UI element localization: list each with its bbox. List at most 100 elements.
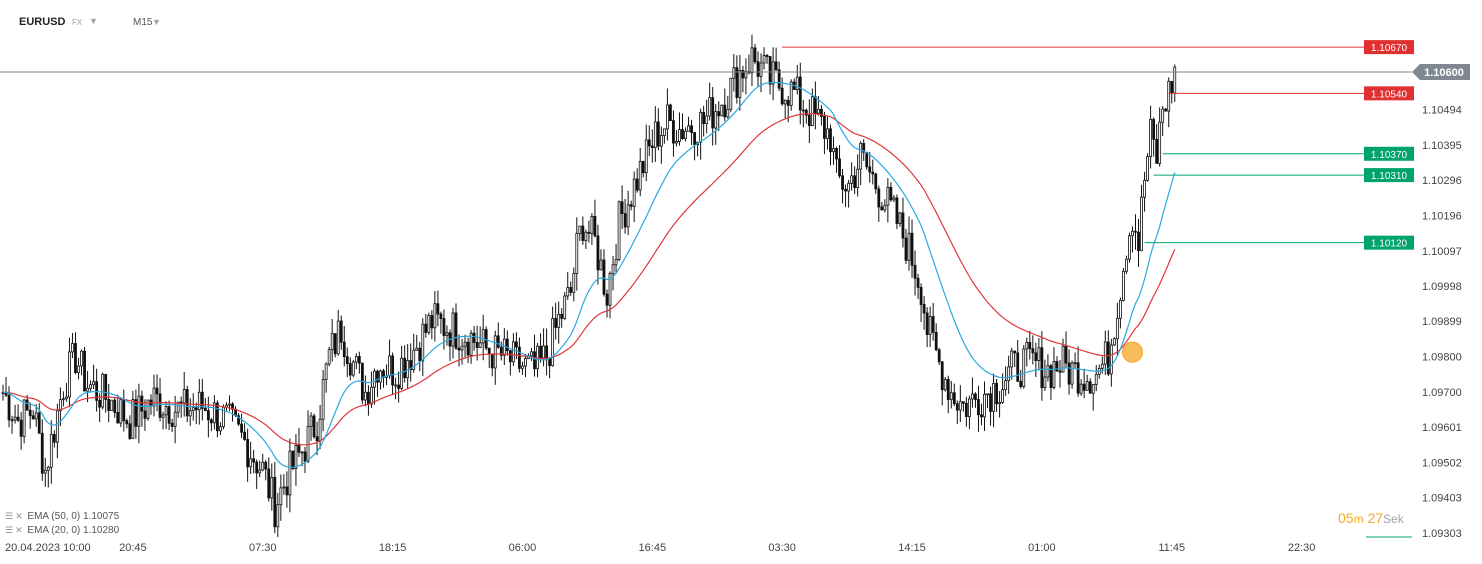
candle — [986, 393, 989, 409]
candle — [895, 194, 899, 230]
price-level-tag[interactable] — [1364, 235, 1414, 250]
price-level-tag[interactable] — [1364, 86, 1414, 101]
current-price-tag — [1412, 64, 1470, 80]
timeframe-selector[interactable]: M15 — [133, 17, 153, 28]
close-icon[interactable]: ✕ — [15, 511, 23, 521]
candle — [1007, 355, 1011, 394]
candle — [1161, 106, 1165, 137]
y-tick-label: 1.09601 — [1422, 422, 1462, 434]
candle — [964, 396, 968, 427]
x-tick-label: 20.04.2023 10:00 — [5, 542, 91, 554]
candle — [977, 385, 980, 432]
price-level-tag[interactable] — [1364, 40, 1414, 55]
candle — [521, 361, 524, 375]
close-icon[interactable]: ✕ — [15, 525, 23, 535]
candle — [37, 403, 41, 434]
candle — [844, 184, 847, 208]
candle — [68, 337, 71, 408]
candle — [669, 103, 672, 122]
candle — [342, 326, 346, 367]
candle — [726, 95, 730, 119]
candle — [741, 65, 745, 93]
candle — [961, 401, 965, 412]
candle — [403, 345, 407, 383]
candle — [569, 281, 573, 296]
x-axis: 20.04.2023 10:00 20:45 07:30 18:15 06:00 16:4… — [5, 542, 1315, 554]
candle — [1091, 383, 1095, 411]
candle — [687, 116, 690, 132]
candle — [276, 492, 280, 538]
price-level-tag[interactable] — [1364, 146, 1414, 161]
candle — [847, 179, 850, 208]
timeframe-dropdown-icon[interactable]: ▼ — [152, 17, 161, 27]
candle — [955, 400, 959, 425]
candle — [1064, 331, 1068, 369]
candle — [104, 373, 108, 413]
legend-ema50[interactable]: ☰ ✕ EMA (50, 0) 1.10075 — [5, 511, 119, 522]
y-tick-label: 1.10494 — [1422, 105, 1462, 117]
menu-icon[interactable]: ☰ — [5, 525, 14, 535]
candle — [1022, 345, 1026, 389]
candle — [859, 141, 863, 186]
candle — [1155, 124, 1159, 164]
price-level-tag[interactable] — [1364, 168, 1414, 183]
candle — [596, 224, 600, 285]
candle — [949, 380, 953, 409]
candle — [980, 403, 983, 426]
candle — [533, 334, 536, 377]
candle — [373, 368, 376, 405]
candle — [807, 99, 811, 144]
candle — [363, 375, 367, 407]
candle — [629, 200, 633, 211]
candle — [131, 390, 135, 439]
candle — [762, 47, 766, 70]
candle — [249, 441, 253, 474]
candle — [240, 413, 243, 439]
candle — [448, 329, 452, 361]
candle — [1040, 331, 1044, 401]
ema20-line — [2, 81, 1176, 468]
candle — [841, 168, 844, 204]
candle — [113, 396, 117, 418]
candle — [835, 146, 838, 173]
candle — [167, 400, 171, 431]
candle — [684, 127, 687, 142]
candle — [348, 357, 352, 381]
price-level-label: 1.10370 — [1371, 150, 1408, 161]
candle — [279, 474, 283, 521]
market-dropdown-icon[interactable]: ▼ — [89, 16, 98, 26]
candle — [771, 47, 775, 101]
candle — [460, 338, 464, 365]
candle — [472, 325, 476, 351]
candle — [587, 220, 591, 243]
candle — [650, 129, 654, 163]
legend-ema20[interactable]: ☰ ✕ EMA (20, 0) 1.10280 — [5, 525, 119, 536]
candle — [143, 399, 147, 431]
candle — [883, 199, 887, 213]
candle — [77, 357, 80, 380]
candle — [886, 178, 890, 223]
candle — [641, 160, 645, 178]
candle — [705, 99, 709, 134]
candle — [158, 378, 162, 422]
y-tick-label: 1.09899 — [1422, 316, 1462, 328]
candle — [19, 412, 23, 450]
candle — [744, 58, 748, 95]
y-tick-label: 1.09998 — [1422, 281, 1462, 293]
candle — [243, 423, 247, 441]
symbol-label[interactable]: EURUSD — [19, 16, 66, 28]
price-level[interactable]: 1.10370 — [1162, 146, 1414, 161]
candle — [934, 323, 938, 352]
candle — [164, 401, 168, 430]
candle — [916, 273, 920, 299]
candle — [874, 172, 878, 194]
candle — [974, 392, 977, 408]
price-level[interactable]: 1.10120 — [1144, 235, 1414, 250]
menu-icon[interactable]: ☰ — [5, 511, 14, 521]
candle — [264, 460, 268, 481]
countdown-seconds: 27 — [1367, 510, 1384, 526]
price-level[interactable]: 1.10540 — [1168, 86, 1414, 101]
price-level[interactable]: 1.10310 — [1153, 168, 1414, 183]
price-level[interactable]: 1.10670 — [782, 40, 1414, 55]
